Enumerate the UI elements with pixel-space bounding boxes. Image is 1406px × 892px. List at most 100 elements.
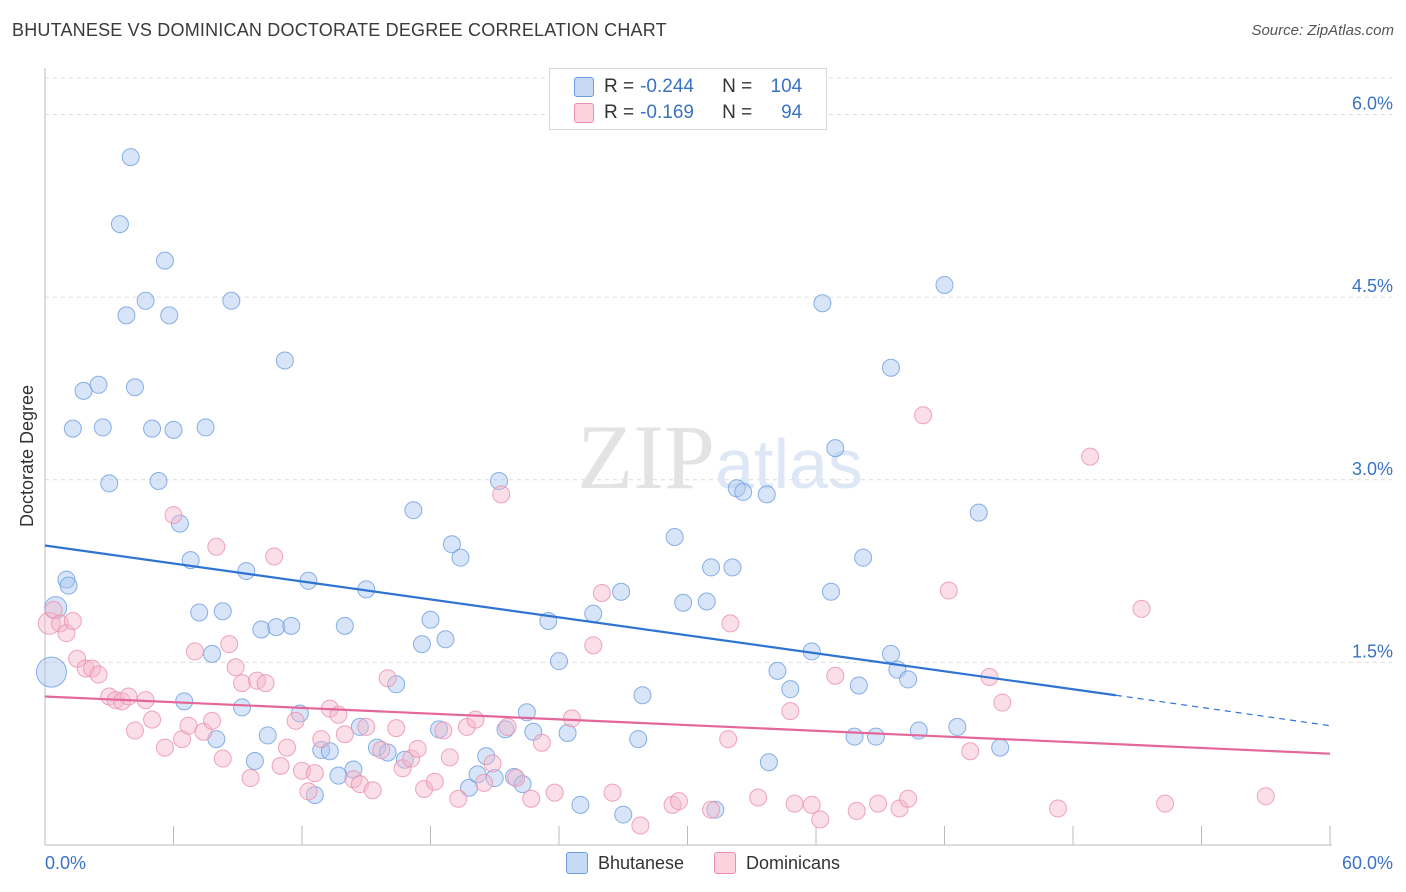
point-dominicans [993,693,1012,712]
point-dominicans [669,792,688,811]
legend-swatch-bhutanese [574,77,594,97]
point-dominicans [899,789,918,808]
x-tick-label-min: 0.0% [45,853,86,873]
point-dominicans [440,748,459,767]
point-bhutanese [614,805,633,824]
point-dominicans [241,769,260,788]
point-dominicans [719,730,738,749]
point-dominicans [1081,447,1100,466]
point-bhutanese [335,616,354,635]
point-bhutanese [477,747,496,766]
axes [44,68,1332,846]
point-bhutanese [496,720,515,739]
point-bhutanese [451,548,470,567]
point-dominicans [702,800,721,819]
point-bhutanese [991,738,1010,757]
legend-label-dominicans: Dominicans [746,852,841,873]
legend-n-value: 94 [781,102,803,123]
point-dominicans [226,658,245,677]
point-dominicans [63,611,82,630]
y-axis-label: Doctorate Degree [17,385,37,527]
legend-r-label: R = [604,102,635,123]
point-dominicans [811,810,830,829]
point-dominicans [143,710,162,729]
point-bhutanese [267,618,286,637]
point-dominicans [498,717,517,736]
source-label: Source: ZipAtlas.com [1251,22,1394,39]
y-tick-label: 1.5% [1352,641,1393,661]
legend-swatch-dominicans [574,103,594,123]
point-bhutanese [436,630,455,649]
point-dominicans [869,794,888,813]
point-dominicans [256,674,275,693]
point-dominicans [545,783,564,802]
point-dominicans [425,772,444,791]
point-bhutanese [117,306,136,325]
y-tick-label: 3.0% [1352,459,1393,479]
legend-n-value: 104 [770,76,803,97]
point-dominicans [507,769,526,788]
point-dominicans [119,687,138,706]
point-dominicans [475,773,494,792]
point-dominicans [562,709,581,728]
point-dominicans [286,711,305,730]
point-dominicans [434,721,453,740]
y-tick-label: 6.0% [1352,94,1393,114]
point-dominicans [155,738,174,757]
stats-legend: R = -0.244 N = 104 R = -0.169 N = 94 [549,68,827,130]
point-bhutanese [706,800,725,819]
legend-label-bhutanese: Bhutanese [597,852,685,873]
point-bhutanese [723,558,742,577]
point-dominicans [961,742,980,761]
point-bhutanese [196,418,215,437]
trend-lines [44,544,1331,755]
point-bhutanese [633,686,652,705]
point-bhutanese [935,275,954,294]
point-bhutanese [213,602,232,621]
point-bhutanese [734,482,753,501]
point-bhutanese [89,375,108,394]
legend-row-bhutanese: R = -0.244 N = 104 [574,75,802,99]
point-bhutanese [490,471,509,490]
point-bhutanese [275,351,294,370]
point-dominicans [203,711,222,730]
point-bhutanese [136,291,155,310]
point-bhutanese [866,727,885,746]
point-dominicans [220,635,239,654]
legend-swatch-dominicans [714,852,737,874]
point-bhutanese [881,644,900,663]
point-dominicans [631,816,650,835]
point-dominicans [939,581,958,600]
x-tick-label-max: 60.0% [1342,853,1393,873]
legend-r-value: -0.169 [640,102,694,123]
point-dominicans [802,795,821,814]
trend-line-bhutanese [44,544,1116,697]
point-dominicans [592,583,611,602]
trend-line-dominicans [44,695,1331,755]
point-bhutanese [190,603,209,622]
legend-item-dominicans: Dominicans [714,852,840,874]
point-bhutanese [35,656,67,688]
point-bhutanese [252,620,271,639]
point-dominicans [125,721,144,740]
point-bhutanese [110,215,129,234]
point-dominicans [721,614,740,633]
point-dominicans [213,749,232,768]
point-bhutanese [969,503,988,522]
point-dominicans [89,665,108,684]
point-dominicans [826,666,845,685]
chart-title: BHUTANESE VS DOMINICAN DOCTORATE DEGREE … [12,20,667,40]
point-dominicans [179,716,198,735]
point-bhutanese [203,644,222,663]
point-dominicans [1256,787,1275,806]
point-dominicans [532,733,551,752]
point-dominicans [265,547,284,566]
legend-n-label: N = [722,102,753,123]
point-dominicans [914,406,933,425]
point-bhutanese [121,148,140,167]
point-dominicans [1132,599,1151,618]
point-bhutanese [899,670,918,689]
point-dominicans [408,739,427,758]
point-dominicans [363,781,382,800]
